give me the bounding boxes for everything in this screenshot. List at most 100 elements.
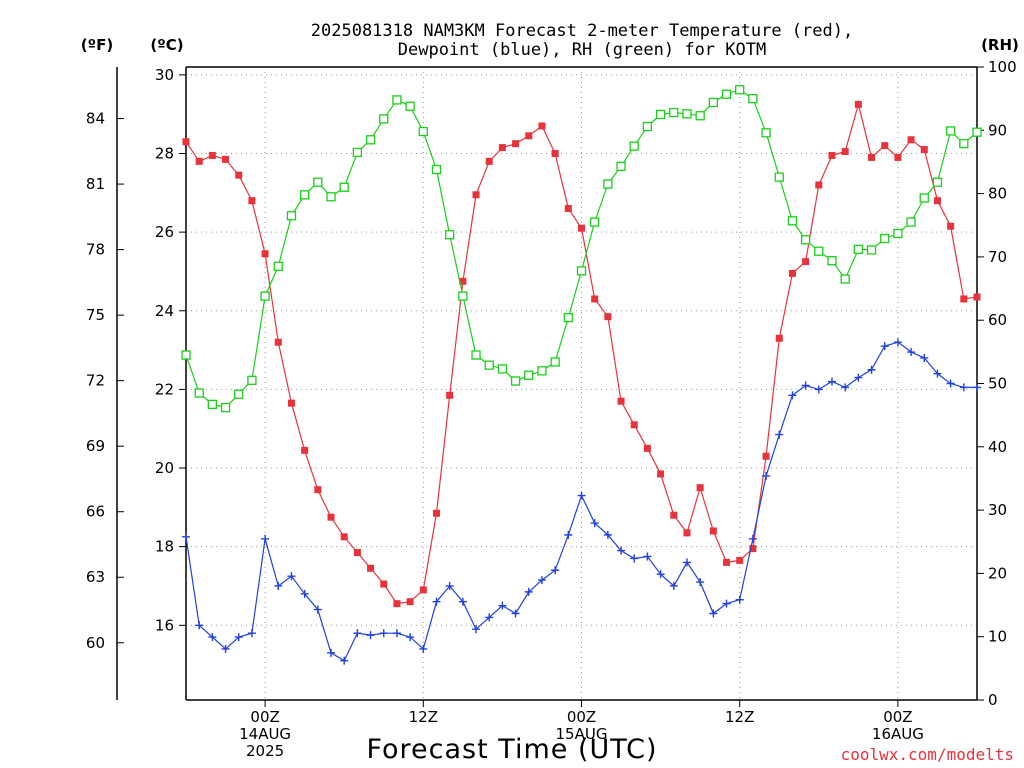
rh-point [932, 177, 943, 187]
rh-point [616, 161, 626, 172]
2-meter-temperature-point [854, 100, 862, 108]
rh-point [405, 101, 415, 111]
rh-point [550, 357, 560, 367]
2-meter-temperature-point [749, 545, 757, 553]
2-meter-temperature-line [185, 102, 978, 605]
rh-point [471, 350, 481, 360]
rh-point [445, 230, 455, 240]
dewpoint-point [841, 383, 850, 392]
dewpoint-point [669, 581, 678, 590]
dewpoint-point [643, 552, 652, 561]
rh-point [458, 291, 468, 301]
dewpoint-point [379, 629, 388, 638]
rh-point [524, 370, 534, 380]
rh-point [603, 179, 613, 189]
celsius-tick-label: 30 [155, 66, 174, 84]
rh-point [708, 97, 718, 108]
x-tick-label: 00Z [567, 708, 596, 726]
rh-point [234, 389, 244, 399]
2-meter-temperature-point [274, 338, 282, 346]
dewpoint-point [709, 609, 718, 618]
rh-point [682, 109, 692, 119]
2-meter-temperature-point [498, 144, 506, 152]
2-meter-temperature-point [670, 511, 678, 519]
dewpoint-point [814, 385, 823, 394]
dewpoint-point [682, 558, 691, 567]
2-meter-temperature-point [208, 151, 216, 159]
celsius-unit-label: (ºC) [150, 36, 183, 54]
dewpoint-point [419, 644, 428, 653]
dewpoint-point [867, 365, 876, 374]
rh-point [774, 172, 784, 182]
dewpoint-point [973, 383, 981, 392]
rh-point [181, 350, 191, 360]
2-meter-temperature-point [327, 513, 335, 521]
rh-point [537, 366, 547, 376]
2-meter-temperature-point [643, 444, 651, 452]
2-meter-temperature-point [907, 136, 915, 144]
rh-point [220, 402, 231, 413]
rh-point [642, 121, 653, 132]
dewpoint-point [880, 342, 889, 351]
x-tick-label: 16AUG [872, 725, 924, 743]
2-meter-temperature-point [367, 564, 375, 572]
rh-point [827, 256, 837, 266]
rh-point [576, 266, 587, 276]
2-meter-temperature-point [960, 295, 968, 303]
rh-point [379, 114, 389, 124]
fahrenheit-tick-label: 84 [86, 110, 105, 128]
rh-point [945, 126, 956, 136]
celsius-tick-label: 18 [155, 538, 174, 556]
rh-point [590, 217, 600, 227]
2-meter-temperature-point [723, 558, 731, 566]
celsius-tick-label: 20 [155, 459, 174, 477]
dewpoint-point [313, 605, 322, 614]
fahrenheit-tick-label: 60 [86, 634, 105, 652]
rh-unit-label: (RH) [981, 36, 1019, 54]
rh-point [326, 192, 336, 202]
rh-point [563, 313, 573, 323]
rh-point [735, 85, 745, 95]
dewpoint-point [762, 471, 771, 480]
2-meter-temperature-point [222, 155, 230, 163]
dewpoint-point [959, 383, 968, 392]
celsius-tick-label: 16 [155, 616, 174, 634]
x-tick-label: 15AUG [556, 725, 608, 743]
celsius-tick-label: 22 [155, 380, 174, 398]
2-meter-temperature-point [353, 549, 361, 557]
rh-point [814, 246, 824, 256]
rh-point [273, 261, 283, 272]
dewpoint-point [498, 601, 507, 610]
rh-point [800, 235, 811, 245]
rh-tick-label: 0 [988, 691, 998, 709]
2-meter-temperature-point [472, 191, 480, 199]
dewpoint-point [261, 534, 270, 543]
2-meter-temperature-point [604, 313, 612, 321]
2-meter-temperature-point [881, 142, 889, 150]
2-meter-temperature-point [301, 446, 309, 454]
x-tick-label: 12Z [409, 708, 438, 726]
dewpoint-point [182, 532, 190, 541]
2-meter-temperature-point [868, 153, 876, 161]
dewpoint-point [656, 570, 665, 579]
dewpoint-point [287, 572, 296, 581]
dewpoint-point [340, 656, 349, 665]
dewpoint-point [432, 597, 441, 606]
dewpoint-point [472, 625, 481, 634]
2-meter-temperature-point [815, 181, 823, 189]
2-meter-temperature-point [446, 391, 454, 399]
x-tick-label: 00Z [250, 708, 279, 726]
2-meter-temperature-point [973, 293, 981, 301]
rh-tick-label: 10 [988, 628, 1007, 646]
chart-title-line2: Dewpoint (blue), RH (green) for KOTM [398, 40, 766, 60]
fahrenheit-tick-label: 81 [86, 175, 105, 193]
dewpoint-point [274, 581, 283, 590]
rh-point [866, 245, 877, 255]
dewpoint-point [788, 391, 797, 400]
rh-point [629, 141, 639, 151]
rh-point [721, 89, 732, 99]
dewpoint-point [617, 546, 626, 555]
dewpoint-point [195, 621, 204, 630]
rh-tick-label: 30 [988, 501, 1007, 519]
x-tick-label: 2025 [246, 742, 284, 760]
